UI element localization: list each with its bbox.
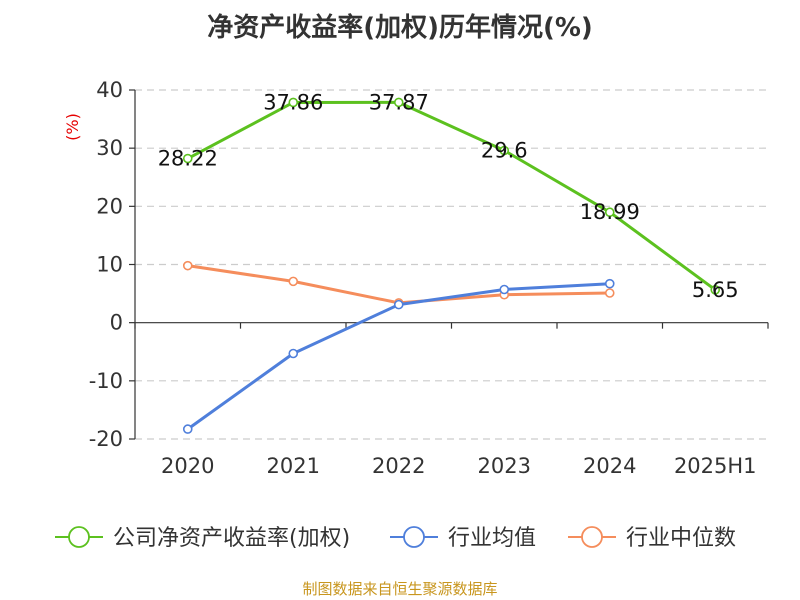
y-tick-label: -10 [89,369,123,393]
x-tick-label: 2021 [267,454,320,478]
series-line [187,100,717,292]
legend-marker [403,526,425,548]
y-tick-label: 20 [96,194,123,218]
series-0 [182,97,721,295]
series-line [187,264,610,305]
data-point [499,145,510,156]
legend-item-2[interactable]: 行业中位数 [568,526,736,551]
legend[interactable]: 公司净资产收益率(加权) 行业均值 行业中位数 [55,526,736,551]
data-labels: 28.22 37.86 37.87 29.6 18.99 5.65 [158,90,739,301]
data-point [288,97,299,108]
x-tick-label: 2025H1 [674,454,757,478]
y-tick-label: 10 [96,253,123,277]
series-layer [182,97,721,434]
data-label: 5.65 [692,278,739,302]
data-point [604,207,615,218]
gridlines [135,89,768,440]
series-1 [182,278,615,434]
data-label: 18.99 [580,200,640,224]
legend-label: 公司净资产收益率(加权) [113,526,350,551]
legend-item-0[interactable]: 公司净资产收益率(加权) [55,526,350,551]
data-point [710,285,721,295]
x-tick-label: 2022 [372,454,425,478]
data-label: 29.6 [481,138,528,162]
legend-marker [581,526,603,548]
data-point [499,284,510,295]
data-point [604,288,615,298]
axes: 40 30 20 10 0 -10 -20 2020 2021 2022 2023 2024 2025H… [89,78,769,478]
data-label: 28.22 [158,147,218,171]
data-point [288,348,299,359]
data-source-note: 制图数据来自恒生聚源数据库 [302,580,497,598]
x-tick-label: 2023 [478,454,531,478]
y-tick-label: 30 [96,136,123,160]
data-point [604,278,615,289]
data-label: 37.87 [369,90,429,114]
data-label: 37.86 [263,90,323,114]
data-point [393,97,404,108]
data-point [182,260,193,271]
legend-marker [68,526,90,548]
x-tick-label: 2024 [583,454,636,478]
legend-label: 行业均值 [448,526,536,551]
data-point [182,153,193,164]
x-tick-label: 2020 [161,454,214,478]
y-tick-label: -20 [89,427,123,451]
y-tick-label: 0 [110,311,123,335]
y-axis-unit-label: (%) [63,113,82,141]
y-tick-label: 40 [96,78,123,102]
data-point [182,424,193,434]
legend-item-1[interactable]: 行业均值 [390,526,536,551]
chart-title: 净资产收益率(加权)历年情况(%) [207,12,593,43]
data-point [288,276,299,287]
data-point [393,299,404,310]
legend-label: 行业中位数 [626,526,736,551]
